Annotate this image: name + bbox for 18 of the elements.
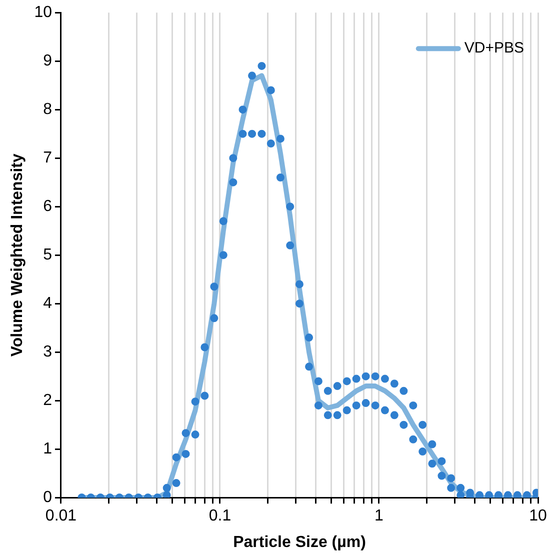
x-axis-title: Particle Size (µm) xyxy=(233,534,366,551)
y-tick-label: 6 xyxy=(43,198,52,216)
y-tick-label: 7 xyxy=(43,150,52,167)
y-tick-label: 3 xyxy=(43,344,52,361)
legend-label: VD+PBS xyxy=(464,40,524,57)
x-tick-label: 10 xyxy=(529,508,547,525)
y-tick-label: 10 xyxy=(34,4,52,22)
y-axis-title: Volume Weighted Intensity xyxy=(9,154,26,357)
y-tick-label: 4 xyxy=(43,295,52,312)
y-tick-label: 5 xyxy=(43,246,52,264)
x-tick-label: 1 xyxy=(374,508,384,525)
x-tick-label: 0.1 xyxy=(208,508,232,525)
y-tick-label: 2 xyxy=(43,392,52,410)
y-tick-label: 9 xyxy=(43,52,52,70)
y-tick-label: 1 xyxy=(43,440,52,458)
x-tick-label: 0.01 xyxy=(45,508,77,525)
y-tick-label: 8 xyxy=(43,101,52,118)
y-tick-label: 0 xyxy=(43,489,52,506)
